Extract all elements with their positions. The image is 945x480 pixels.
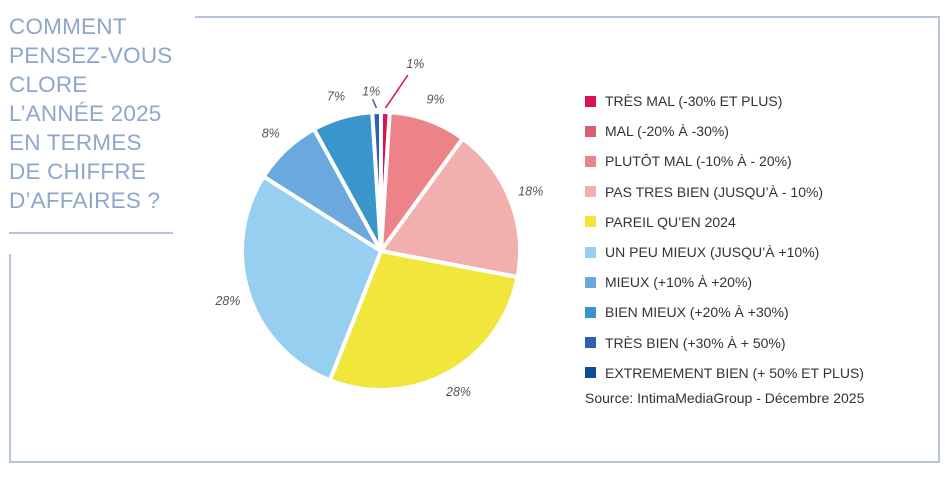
frame-left [9, 254, 11, 463]
legend-swatch [585, 95, 596, 107]
chart-title: COMMENT PENSEZ-VOUS CLORE L’ANNÉE 2025 E… [9, 14, 173, 213]
title-underline [9, 232, 173, 234]
legend-item: BIEN MIEUX (+20% À +30%) [585, 297, 864, 327]
legend-item: TRÈS MAL (-30% ET PLUS) [585, 86, 864, 116]
legend-item: PLUTÔT MAL (-10% À - 20%) [585, 146, 864, 176]
pie-slice [377, 135, 522, 280]
slice-label: 1% [362, 84, 380, 98]
slice-label: 28% [214, 294, 240, 308]
legend-swatch [585, 155, 596, 167]
slice-label: 7% [327, 89, 345, 103]
legend-item: EXTREMEMENT BIEN (+ 50% ET PLUS) [585, 358, 864, 388]
frame-top [195, 16, 940, 18]
leader-line [371, 98, 378, 109]
legend-swatch [585, 216, 596, 228]
legend-label: PLUTÔT MAL (-10% À - 20%) [605, 153, 792, 170]
legend-item: PAS TRES BIEN (JUSQU’À - 10%) [585, 177, 864, 207]
slice-label: 28% [445, 385, 471, 399]
legend-label: UN PEU MIEUX (JUSQU’À +10%) [605, 244, 820, 261]
legend-swatch [585, 276, 596, 288]
slice-label: 1% [406, 57, 424, 71]
legend-label: PAS TRES BIEN (JUSQU’À - 10%) [605, 183, 824, 200]
pie-slice [240, 173, 384, 383]
pie-slice [327, 248, 520, 392]
legend-label: TRÈS MAL (-30% ET PLUS) [605, 93, 783, 110]
legend-item: MIEUX (+10% À +20%) [585, 267, 864, 297]
slice-label: 8% [262, 127, 280, 141]
legend-swatch [585, 367, 596, 379]
legend-swatch [585, 337, 596, 349]
frame-bottom [10, 461, 940, 463]
legend-label: PAREIL QU’EN 2024 [605, 213, 736, 230]
slice-label: 18% [518, 185, 543, 199]
legend-label: TRÈS BIEN (+30% À + 50%) [605, 334, 786, 351]
leader-line [384, 74, 409, 109]
legend-swatch [585, 125, 596, 137]
legend-label: MIEUX (+10% À +20%) [605, 274, 753, 291]
legend-label: BIEN MIEUX (+20% À +30%) [605, 304, 789, 321]
legend-label: EXTREMEMENT BIEN (+ 50% ET PLUS) [605, 364, 864, 381]
legend-label: MAL (-20% À -30%) [605, 123, 729, 140]
legend-swatch [585, 306, 596, 318]
legend-swatch [585, 186, 596, 198]
source-note: Source: IntimaMediaGroup - Décembre 2025 [585, 390, 865, 406]
legend-item: TRÈS BIEN (+30% À + 50%) [585, 328, 864, 358]
legend-item: UN PEU MIEUX (JUSQU’À +10%) [585, 237, 864, 267]
slice-label: 9% [426, 93, 444, 107]
legend-item: PAREIL QU’EN 2024 [585, 207, 864, 237]
frame-right [938, 16, 940, 463]
legend-swatch [585, 246, 596, 258]
pie-slice [370, 109, 383, 252]
legend-item: MAL (-20% À -30%) [585, 116, 864, 146]
legend: TRÈS MAL (-30% ET PLUS) MAL (-20% À -30%)… [585, 86, 864, 388]
